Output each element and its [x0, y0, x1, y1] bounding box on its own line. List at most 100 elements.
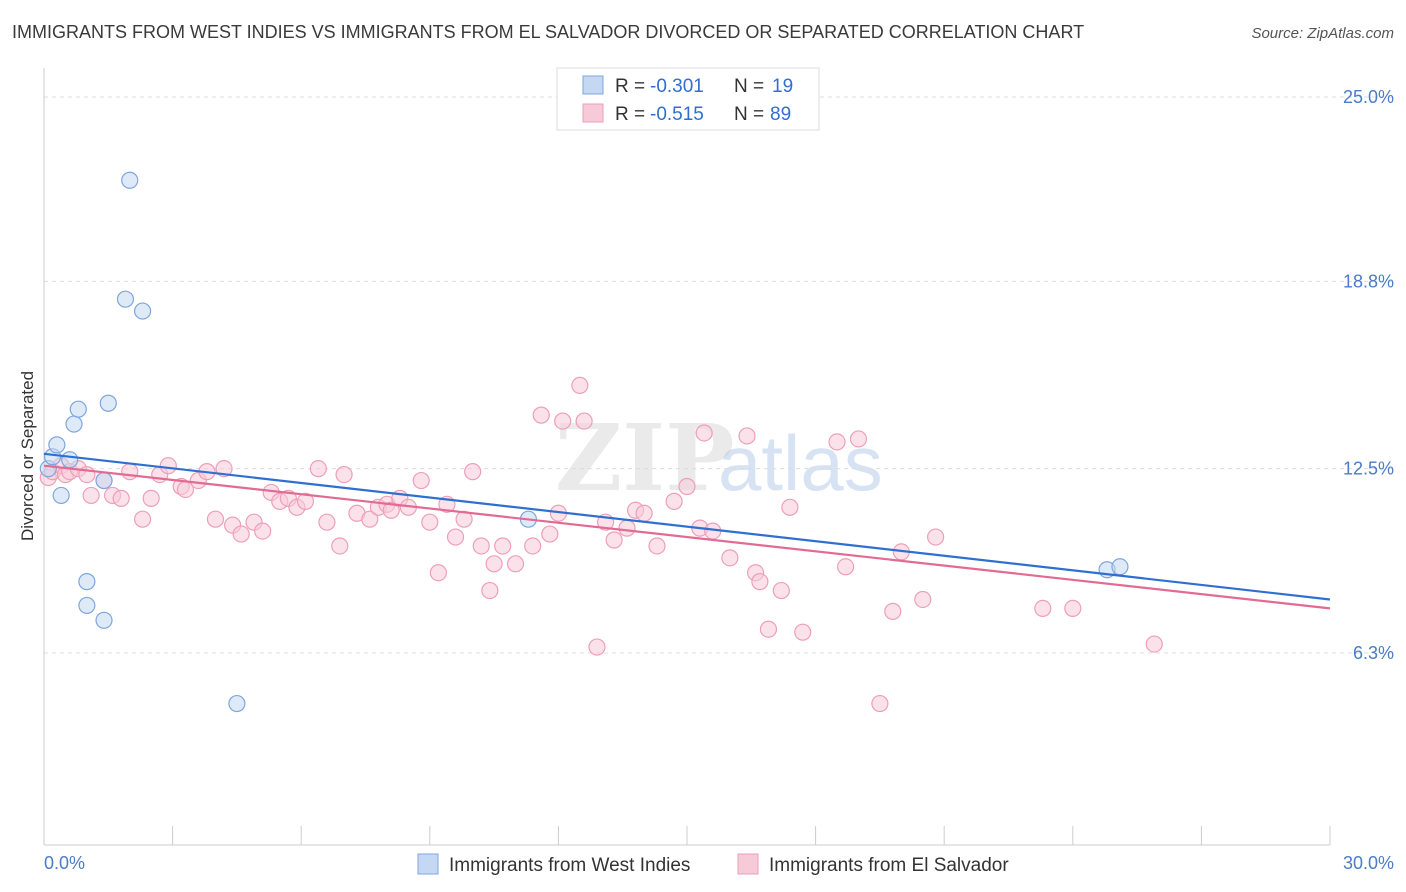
point-el-salvador — [554, 412, 572, 430]
bottom-legend-swatch-el-salvador — [737, 853, 759, 875]
point-el-salvador — [648, 537, 666, 555]
point-el-salvador — [635, 504, 653, 522]
gridlines — [44, 96, 1394, 654]
point-west-indies — [121, 171, 139, 189]
point-el-salvador — [571, 376, 589, 395]
point-el-salvador — [331, 537, 349, 555]
x-ticks — [43, 826, 1331, 845]
legend-r-label-2: R = — [615, 104, 645, 125]
chart-source: Source: ZipAtlas.com — [1251, 25, 1394, 42]
point-el-salvador — [541, 525, 559, 543]
point-el-salvador — [412, 471, 430, 490]
point-el-salvador — [232, 525, 250, 543]
chart-title: IMMIGRANTS FROM WEST INDIES VS IMMIGRANT… — [12, 22, 1084, 42]
bottom-legend-label-west-indies: Immigrants from West Indies — [449, 855, 690, 876]
point-west-indies — [78, 573, 96, 591]
y-tick-label: 6.3% — [1353, 643, 1394, 663]
point-el-salvador — [464, 463, 482, 481]
point-west-indies — [116, 290, 135, 308]
point-el-salvador — [133, 510, 152, 528]
point-el-salvador — [605, 531, 623, 549]
point-west-indies — [48, 436, 66, 454]
point-el-salvador — [772, 581, 790, 600]
point-el-salvador — [914, 590, 932, 609]
legend-n-label-2: N = — [734, 104, 764, 125]
point-el-salvador — [1145, 635, 1163, 653]
point-el-salvador — [524, 537, 542, 555]
point-el-salvador — [738, 427, 756, 445]
point-west-indies — [95, 471, 113, 490]
legend-n-value-2: 89 — [770, 104, 791, 125]
point-el-salvador — [318, 513, 336, 531]
point-el-salvador — [485, 555, 503, 573]
bottom-legend: Immigrants from West Indies Immigrants f… — [417, 853, 1009, 876]
point-el-salvador — [296, 492, 315, 510]
x-tick-label-max: 30.0% — [1343, 853, 1394, 873]
point-west-indies — [65, 415, 83, 433]
point-el-salvador — [575, 412, 593, 430]
point-el-salvador — [494, 537, 512, 555]
point-el-salvador — [884, 602, 902, 620]
point-el-salvador — [506, 555, 525, 573]
y-tick-label: 12.5% — [1343, 459, 1394, 479]
point-el-salvador — [361, 510, 379, 528]
point-el-salvador — [871, 694, 889, 713]
point-el-salvador — [837, 558, 855, 576]
point-el-salvador — [446, 528, 465, 546]
trend-line-el-salvador — [43, 464, 1331, 610]
point-el-salvador — [142, 489, 160, 507]
legend-swatch-el-salvador — [582, 103, 604, 123]
point-el-salvador — [678, 477, 696, 496]
point-el-salvador — [1034, 599, 1052, 618]
point-west-indies — [69, 400, 87, 418]
point-west-indies — [61, 451, 79, 469]
point-el-salvador — [849, 430, 868, 448]
bottom-legend-label-el-salvador: Immigrants from El Salvador — [769, 855, 1009, 876]
legend-n-label-1: N = — [734, 76, 764, 97]
point-el-salvador — [781, 498, 799, 516]
point-el-salvador — [759, 620, 778, 638]
watermark: ZIP atlas — [555, 404, 883, 512]
point-el-salvador — [794, 623, 812, 641]
x-tick-label-min: 0.0% — [44, 853, 85, 873]
trend-line-west-indies — [43, 452, 1331, 601]
point-el-salvador — [429, 564, 447, 582]
legend-n-value-1: 19 — [772, 76, 793, 97]
point-west-indies — [133, 302, 152, 320]
legend-r-label-1: R = — [615, 76, 645, 97]
point-el-salvador — [618, 519, 636, 537]
legend-swatch-west-indies — [582, 75, 604, 95]
point-el-salvador — [121, 463, 139, 481]
bottom-legend-swatch-west-indies — [417, 853, 439, 875]
point-west-indies — [78, 596, 96, 615]
point-el-salvador — [828, 433, 846, 451]
point-west-indies — [228, 694, 246, 713]
point-west-indies — [1111, 558, 1129, 576]
point-el-salvador — [206, 510, 225, 528]
point-el-salvador — [532, 406, 550, 424]
point-el-salvador — [751, 573, 769, 591]
y-tick-labels: 25.0% 18.8% 12.5% 6.3% — [1343, 87, 1394, 663]
legend-r-value-2: -0.515 — [650, 104, 704, 125]
point-el-salvador — [472, 537, 490, 555]
point-west-indies — [52, 486, 70, 505]
y-tick-label: 18.8% — [1343, 271, 1394, 291]
point-el-salvador — [721, 549, 739, 567]
legend-box: R = -0.301 N = 19 R = -0.515 N = 89 — [556, 67, 820, 131]
y-axis-title: Divorced or Separated — [18, 371, 37, 541]
point-el-salvador — [112, 489, 130, 507]
point-el-salvador — [82, 486, 100, 505]
point-el-salvador — [1064, 599, 1082, 618]
point-el-salvador — [695, 424, 713, 442]
trend-lines — [43, 452, 1331, 610]
point-el-salvador — [159, 457, 177, 475]
point-el-salvador — [309, 460, 327, 478]
point-el-salvador — [382, 501, 400, 519]
point-el-salvador — [665, 492, 683, 510]
point-el-salvador — [335, 466, 353, 484]
point-west-indies — [99, 394, 117, 412]
point-el-salvador — [421, 513, 439, 531]
point-el-salvador — [927, 528, 945, 546]
point-el-salvador — [254, 522, 272, 540]
